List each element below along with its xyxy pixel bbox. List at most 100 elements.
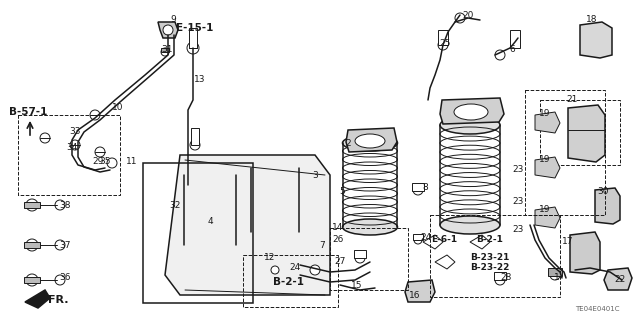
Polygon shape [440, 98, 504, 124]
Text: 26: 26 [332, 235, 344, 244]
Text: 22: 22 [614, 276, 626, 285]
Circle shape [455, 13, 465, 23]
Text: 5: 5 [339, 188, 345, 197]
Text: B-23-22: B-23-22 [470, 263, 509, 272]
Ellipse shape [251, 161, 299, 175]
Text: 24: 24 [420, 234, 431, 242]
Text: 25: 25 [439, 39, 451, 48]
Bar [540, 100, 620, 165]
Ellipse shape [454, 104, 488, 120]
Polygon shape [570, 232, 600, 274]
Text: 17: 17 [563, 238, 573, 247]
Text: 18: 18 [586, 16, 598, 25]
Ellipse shape [342, 219, 397, 235]
Bar [24, 277, 40, 283]
Ellipse shape [184, 167, 236, 183]
Circle shape [187, 42, 199, 54]
Bar [268, 267, 282, 273]
Bar [412, 183, 424, 191]
Circle shape [107, 158, 117, 168]
Text: 19: 19 [540, 108, 551, 117]
Ellipse shape [440, 216, 500, 234]
Text: 9: 9 [170, 16, 176, 25]
Polygon shape [25, 290, 50, 308]
Polygon shape [405, 280, 435, 302]
Text: 23: 23 [512, 226, 524, 234]
Circle shape [70, 140, 80, 150]
Ellipse shape [355, 134, 385, 148]
Text: 4: 4 [207, 218, 213, 226]
Circle shape [413, 185, 423, 195]
Text: 35: 35 [99, 158, 111, 167]
Bar [430, 215, 560, 297]
Text: 29: 29 [92, 158, 104, 167]
Circle shape [271, 266, 279, 274]
Bar [24, 242, 40, 248]
Bar [510, 30, 520, 48]
Bar [24, 202, 40, 208]
Polygon shape [595, 188, 620, 224]
Bar [354, 250, 366, 258]
Polygon shape [165, 155, 330, 295]
Polygon shape [254, 160, 300, 182]
Text: B-57-1: B-57-1 [9, 107, 47, 117]
Text: 10: 10 [112, 103, 124, 113]
Text: 23: 23 [512, 166, 524, 174]
Polygon shape [346, 128, 397, 152]
Polygon shape [158, 22, 178, 38]
Text: 34: 34 [67, 144, 77, 152]
Polygon shape [535, 207, 560, 228]
Bar [494, 272, 506, 280]
Text: 12: 12 [264, 254, 276, 263]
Text: 11: 11 [126, 158, 138, 167]
Polygon shape [535, 157, 560, 178]
Circle shape [26, 199, 38, 211]
Circle shape [55, 275, 65, 285]
Text: 6: 6 [509, 46, 515, 55]
Bar [161, 48, 169, 52]
Text: 16: 16 [409, 291, 420, 300]
Text: TE04E0401C: TE04E0401C [575, 306, 620, 312]
Text: 13: 13 [195, 76, 205, 85]
Polygon shape [568, 105, 605, 162]
Circle shape [495, 50, 505, 60]
Text: 14: 14 [332, 224, 344, 233]
Text: 28: 28 [500, 273, 512, 283]
Ellipse shape [440, 116, 500, 134]
Bar [243, 255, 338, 307]
Ellipse shape [198, 173, 226, 187]
Polygon shape [580, 22, 612, 58]
Ellipse shape [342, 135, 397, 151]
Text: 33: 33 [69, 128, 81, 137]
Bar [525, 90, 605, 215]
Bar [191, 128, 199, 145]
Circle shape [55, 200, 65, 210]
Circle shape [310, 265, 320, 275]
Text: 38: 38 [60, 201, 71, 210]
Circle shape [163, 25, 173, 35]
Text: 2: 2 [345, 138, 351, 147]
Text: 19: 19 [540, 205, 551, 214]
Polygon shape [604, 268, 632, 290]
Bar [330, 228, 408, 290]
Text: B-2-1: B-2-1 [273, 277, 303, 287]
Bar [189, 28, 197, 48]
Polygon shape [187, 168, 238, 190]
Circle shape [95, 147, 105, 157]
Polygon shape [535, 112, 560, 133]
Circle shape [438, 40, 448, 50]
Circle shape [26, 239, 38, 251]
Ellipse shape [184, 237, 236, 253]
Bar [548, 268, 562, 276]
Text: B-23-21: B-23-21 [470, 254, 509, 263]
Circle shape [414, 236, 422, 244]
Text: 1: 1 [554, 273, 560, 283]
Text: E-6-1: E-6-1 [431, 235, 457, 244]
Text: 27: 27 [334, 257, 346, 266]
Circle shape [26, 274, 38, 286]
Circle shape [355, 253, 365, 263]
Text: 30: 30 [597, 188, 609, 197]
Circle shape [161, 48, 169, 56]
Bar [18, 115, 120, 195]
Text: 3: 3 [312, 170, 318, 180]
